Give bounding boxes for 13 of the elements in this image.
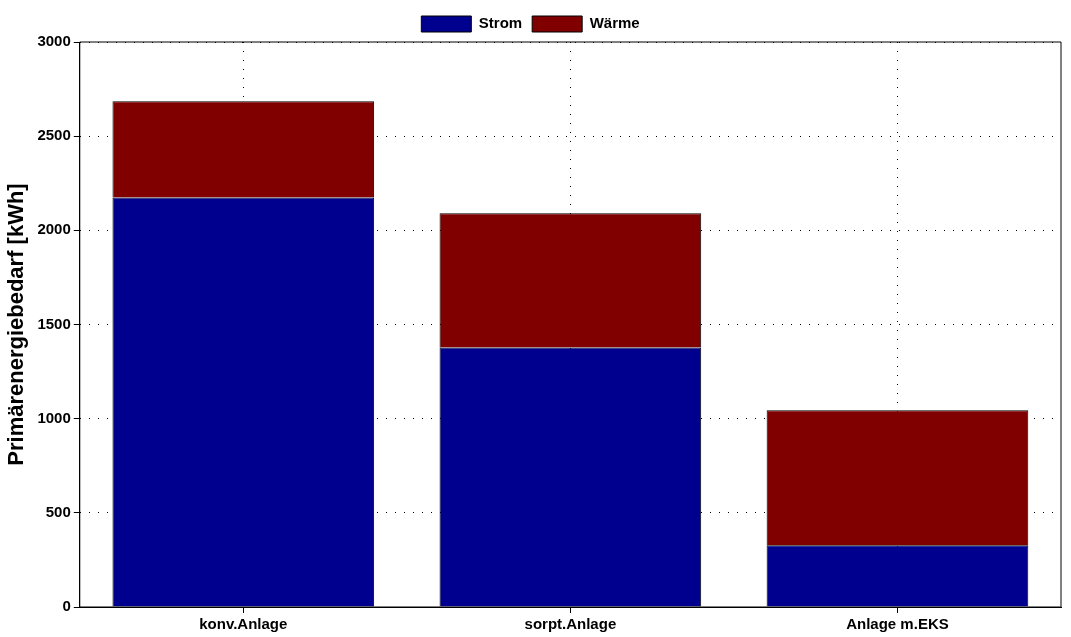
y-tick-label: 0 xyxy=(62,597,71,615)
y-tick-label: 1000 xyxy=(37,408,71,426)
y-tick-label: 1500 xyxy=(37,314,71,332)
y-tick-label: 500 xyxy=(45,502,71,520)
y-tick-label: 2000 xyxy=(37,220,71,238)
legend-label: Wärme xyxy=(589,14,640,32)
legend-label: Strom xyxy=(478,14,523,32)
x-tick-label: sorpt.Anlage xyxy=(524,615,617,633)
x-tick-label: konv.Anlage xyxy=(199,615,288,633)
y-axis-title: Primärenergiebedarf [kWh] xyxy=(3,183,29,466)
x-tick-label: Anlage m.EKS xyxy=(846,615,949,633)
y-tick-label: 2500 xyxy=(37,126,71,144)
y-tick-label: 3000 xyxy=(37,32,71,50)
